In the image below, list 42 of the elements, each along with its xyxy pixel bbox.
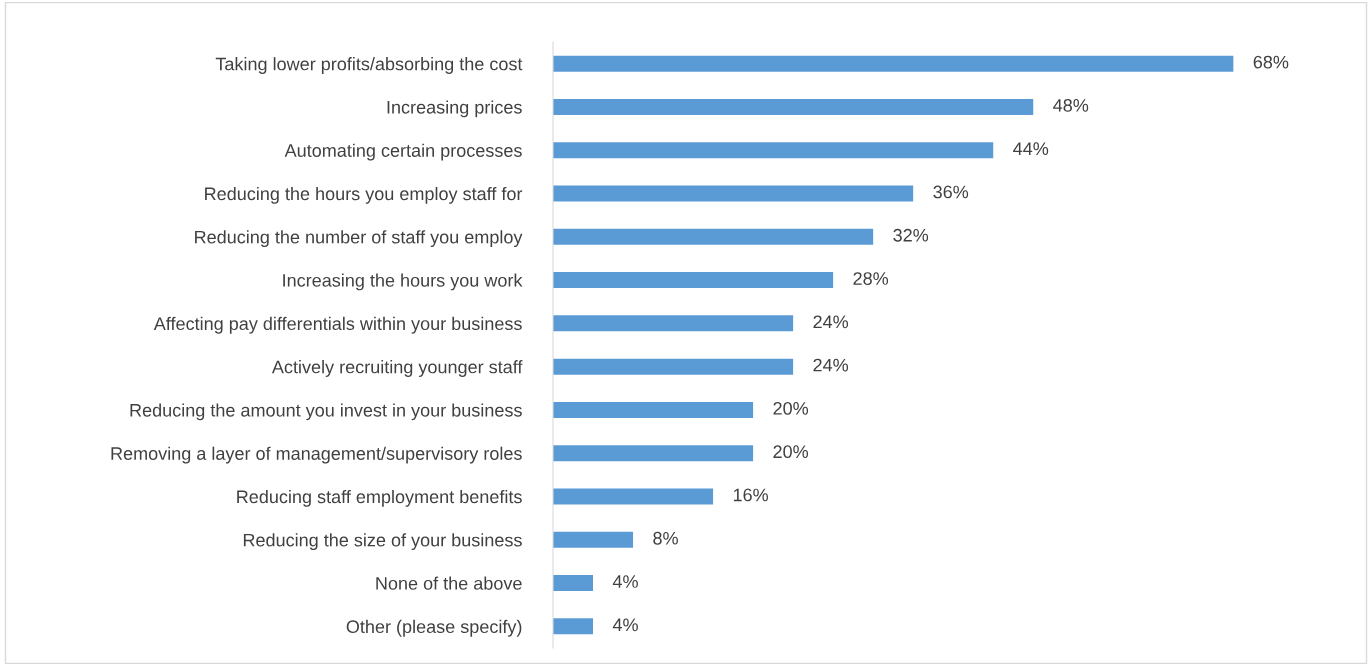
bar bbox=[553, 445, 754, 462]
y-tick-label: Reducing the amount you invest in your business bbox=[130, 403, 522, 421]
data-label: 4% bbox=[612, 575, 638, 588]
y-tick-label: None of the above bbox=[376, 576, 522, 590]
data-label: 24% bbox=[813, 315, 849, 329]
y-tick-label: Automating certain processes bbox=[284, 143, 522, 161]
data-label: 8% bbox=[653, 531, 678, 545]
bar bbox=[553, 531, 634, 548]
y-tick-label: Increasing the hours you work bbox=[283, 273, 523, 291]
y-tick-label: Increasing prices bbox=[387, 100, 522, 118]
y-tick-label: Actively recruiting younger staff bbox=[271, 360, 523, 377]
bar bbox=[553, 315, 794, 332]
data-label: 4% bbox=[612, 618, 638, 632]
bar bbox=[553, 185, 914, 202]
y-tick-label: Reducing the number of staff you employ bbox=[195, 230, 523, 248]
y-tick-label: Taking lower profits/absorbing the cost bbox=[215, 57, 523, 74]
data-label: 68% bbox=[1253, 55, 1289, 69]
bar bbox=[553, 55, 1234, 72]
data-label: 16% bbox=[733, 488, 769, 502]
y-tick-label: Removing a layer of management/supervisory roles bbox=[111, 446, 522, 464]
y-tick-label: Reducing staff employment benefits bbox=[237, 489, 522, 507]
bar bbox=[553, 575, 594, 592]
bar bbox=[553, 228, 874, 245]
bar bbox=[553, 358, 794, 375]
data-label: 28% bbox=[853, 272, 889, 285]
data-label: 36% bbox=[933, 185, 969, 199]
data-label: 48% bbox=[1053, 98, 1089, 112]
data-label: 24% bbox=[813, 358, 849, 372]
bar bbox=[553, 618, 594, 635]
data-label: 20% bbox=[773, 445, 809, 459]
bar bbox=[553, 401, 754, 418]
y-tick-label: Reducing the hours you employ staff for bbox=[205, 186, 523, 204]
y-tick-label: Other (please specify) bbox=[346, 619, 522, 637]
bar bbox=[553, 142, 994, 159]
y-tick-label: Reducing the size of your business bbox=[243, 533, 522, 551]
data-label: 20% bbox=[773, 401, 809, 415]
bar bbox=[553, 488, 714, 505]
bar bbox=[553, 272, 834, 289]
data-label: 44% bbox=[1013, 142, 1049, 155]
y-tick-label: Affecting pay differentials within your business bbox=[153, 316, 522, 334]
bar bbox=[553, 98, 1034, 115]
data-label: 32% bbox=[893, 228, 929, 242]
